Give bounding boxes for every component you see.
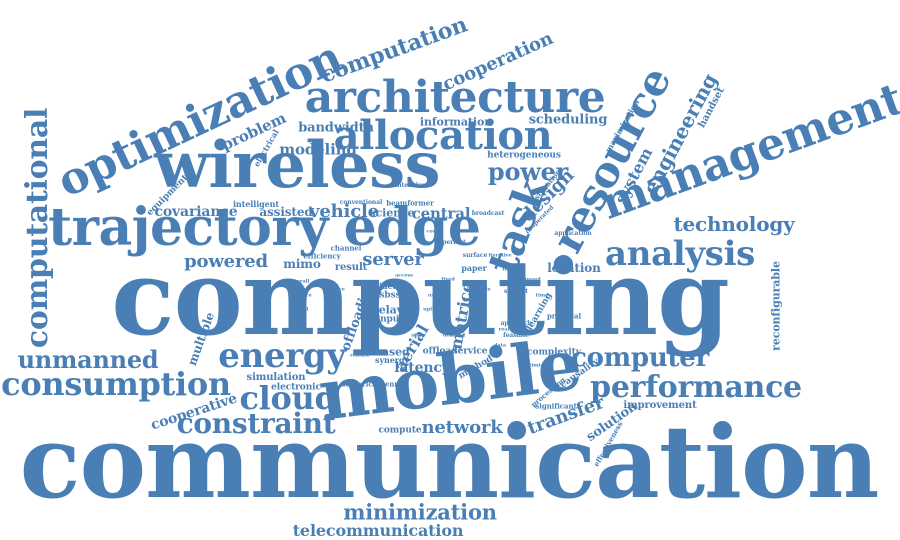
word: practical: [546, 311, 582, 321]
word: perfect: [442, 239, 466, 246]
word: user: [427, 292, 441, 299]
word: computing: [111, 236, 730, 359]
word: telecommunication: [292, 521, 464, 540]
word: central: [411, 204, 471, 223]
word: consumption: [1, 365, 231, 403]
word: communication: [19, 403, 880, 521]
word: offload: [422, 346, 458, 357]
word: broadcast: [471, 210, 505, 217]
word: based: [374, 345, 410, 359]
word: demand: [442, 332, 466, 339]
word: location: [547, 261, 601, 275]
word: proposed: [515, 276, 541, 283]
word: data: [493, 342, 507, 349]
word: simulation: [246, 372, 306, 383]
word: cost: [426, 228, 438, 235]
word: state: [411, 332, 425, 339]
word: iterative: [488, 252, 512, 259]
word: vehicle: [309, 201, 379, 222]
word: signal: [291, 306, 309, 313]
word: technology: [673, 212, 795, 236]
word: rate: [474, 316, 486, 323]
word: channel: [330, 243, 362, 253]
word: beamformer: [386, 198, 434, 208]
word: conventional: [339, 199, 383, 206]
word: fixed: [441, 276, 455, 283]
word: antenna: [372, 379, 404, 389]
word: improvement: [623, 400, 697, 411]
word: paper: [461, 263, 487, 273]
word: optimized: [522, 362, 550, 369]
word: energy: [218, 336, 346, 376]
word: surface: [462, 252, 488, 259]
word: cloud: [239, 379, 337, 417]
word: covariance: [154, 204, 238, 220]
word: bandwidth: [298, 120, 374, 136]
word: wireless: [154, 128, 440, 203]
word: unmanned: [17, 345, 159, 374]
word: access: [395, 272, 413, 279]
word: computer: [571, 343, 709, 373]
word: heterogeneous: [487, 150, 561, 161]
word: uplink: [423, 306, 441, 313]
word: release: [350, 352, 370, 359]
word: service: [452, 346, 488, 357]
word: analysis: [605, 234, 755, 274]
word: scheduling: [528, 112, 608, 128]
word: minimization: [343, 499, 497, 525]
word: server: [362, 249, 424, 270]
word: power: [487, 157, 569, 186]
word: node: [477, 286, 491, 293]
word: subject: [504, 288, 528, 295]
word: computational: [20, 107, 55, 349]
word: powered: [184, 251, 268, 272]
word: modeling: [279, 140, 357, 159]
word: efficiency: [303, 251, 341, 261]
word: performance: [590, 370, 802, 405]
word: science: [369, 206, 415, 220]
word: network: [421, 417, 503, 438]
word: device: [327, 286, 345, 293]
word: feasible: [503, 332, 529, 339]
word: significant: [535, 401, 577, 411]
word: allocation: [333, 112, 553, 159]
word: synergy: [375, 355, 409, 365]
word: compute: [378, 425, 422, 436]
word: intensive: [394, 182, 426, 189]
word: application: [554, 230, 592, 237]
word: trajectory: [48, 197, 328, 258]
word: real: [498, 326, 510, 333]
word: time: [535, 292, 549, 299]
word: result: [334, 262, 368, 273]
word: overall: [290, 278, 310, 285]
word: edge: [343, 197, 481, 258]
word: information: [419, 115, 493, 129]
word: complexity: [527, 347, 581, 358]
word: numerical: [340, 379, 380, 389]
word: architecture: [304, 72, 606, 123]
word: assisted: [259, 205, 313, 219]
word: sbss: [379, 290, 401, 301]
word: intelligent: [232, 199, 280, 209]
word: constraint: [176, 407, 336, 440]
word: latency: [394, 360, 450, 376]
word: relay: [373, 303, 403, 317]
word: joint: [463, 296, 477, 303]
word: distance: [288, 292, 312, 299]
word: input: [376, 314, 404, 325]
word: approach: [500, 320, 532, 327]
word: electronic: [271, 382, 321, 393]
word: mimo: [283, 257, 321, 271]
word: flight: [502, 266, 518, 273]
word: reconfigurable: [769, 261, 783, 351]
word: aided: [373, 281, 399, 291]
